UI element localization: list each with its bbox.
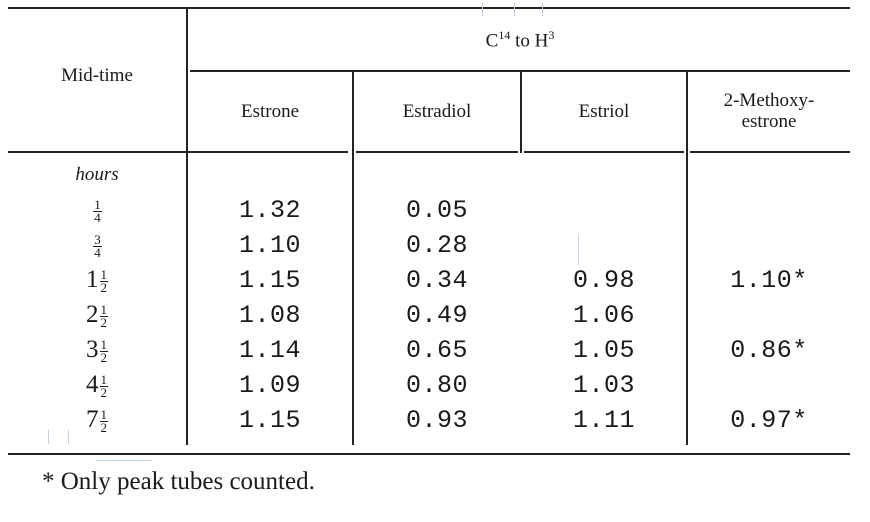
mid-time-divider xyxy=(186,8,188,445)
header-bottom-rule-2 xyxy=(356,151,518,153)
footnote: * Only peak tubes counted. xyxy=(42,468,315,495)
cell-2-methoxy-estrone: 1.10* xyxy=(730,266,808,295)
header-bottom-rule-4 xyxy=(690,151,850,153)
fraction-denominator: 2 xyxy=(100,349,108,365)
fraction-numerator: 1 xyxy=(93,196,102,212)
cell-estrone: 1.10 xyxy=(238,231,301,260)
mid-time-whole: 2 xyxy=(86,301,99,328)
cell-estriol: 1.06 xyxy=(572,301,635,330)
column-header-estrone: Estrone xyxy=(240,101,300,122)
fraction-denominator: 4 xyxy=(94,244,101,260)
cell-estrone: 1.08 xyxy=(238,301,301,330)
fraction-denominator: 2 xyxy=(100,384,108,400)
fraction-denominator: 2 xyxy=(100,279,108,295)
cell-estradiol: 0.80 xyxy=(405,371,468,400)
cell-estradiol: 0.05 xyxy=(405,196,468,225)
column-header-estriol: Estriol xyxy=(578,101,630,122)
cell-estriol: 0.98 xyxy=(572,266,635,295)
cell-estrone: 1.15 xyxy=(238,266,301,295)
estriol-divider xyxy=(686,71,688,445)
scan-artifact xyxy=(514,2,515,16)
mid-time-whole: 4 xyxy=(86,371,99,398)
cell-estradiol: 0.93 xyxy=(405,406,468,435)
group-header: C14 to H3 xyxy=(485,28,555,52)
cell-estradiol: 0.34 xyxy=(405,266,468,295)
scan-artifact xyxy=(482,2,483,16)
fraction-numerator: 1 xyxy=(99,371,108,387)
estradiol-divider xyxy=(520,71,522,153)
unit-label-hours: hours xyxy=(75,164,119,185)
cell-estriol: 1.11 xyxy=(572,406,635,435)
column-header-estradiol: Estradiol xyxy=(402,101,472,122)
top-rule xyxy=(8,7,850,9)
mid-time-whole: 1 xyxy=(86,266,99,293)
cell-2-methoxy-estrone: 0.97* xyxy=(730,406,808,435)
cell-estrone: 1.09 xyxy=(238,371,301,400)
scan-artifact xyxy=(48,430,49,444)
scan-artifact xyxy=(96,460,152,461)
mid-time-whole: 3 xyxy=(86,336,99,363)
scan-artifact xyxy=(68,430,69,444)
cell-estradiol: 0.65 xyxy=(405,336,468,365)
cell-estrone: 1.14 xyxy=(238,336,301,365)
scan-artifact xyxy=(578,235,579,265)
header-bottom-rule-3 xyxy=(524,151,684,153)
fraction-denominator: 2 xyxy=(100,314,108,330)
cell-estradiol: 0.49 xyxy=(405,301,468,330)
mid-time-header: Mid-time xyxy=(61,65,133,86)
cell-estriol: 1.05 xyxy=(572,336,635,365)
fraction-numerator: 1 xyxy=(99,406,108,422)
fraction-denominator: 4 xyxy=(94,209,101,225)
cell-estrone: 1.15 xyxy=(238,406,301,435)
cell-estriol: 1.03 xyxy=(572,371,635,400)
fraction-numerator: 1 xyxy=(99,301,108,317)
group-header-rule xyxy=(190,70,850,72)
fraction-numerator: 3 xyxy=(93,231,102,247)
fraction-numerator: 1 xyxy=(99,266,108,282)
fraction-denominator: 2 xyxy=(100,419,108,435)
table-bottom-rule xyxy=(8,453,850,455)
cell-estrone: 1.32 xyxy=(238,196,301,225)
mid-time-whole: 7 xyxy=(86,406,99,433)
scan-artifact xyxy=(542,2,543,16)
cell-2-methoxy-estrone: 0.86* xyxy=(730,336,808,365)
cell-estradiol: 0.28 xyxy=(405,231,468,260)
fraction-numerator: 1 xyxy=(99,336,108,352)
column-header-2-methoxy-estrone: 2-Methoxy- estrone xyxy=(723,90,815,132)
estrone-divider xyxy=(352,71,354,445)
header-bottom-rule-1 xyxy=(8,151,348,153)
